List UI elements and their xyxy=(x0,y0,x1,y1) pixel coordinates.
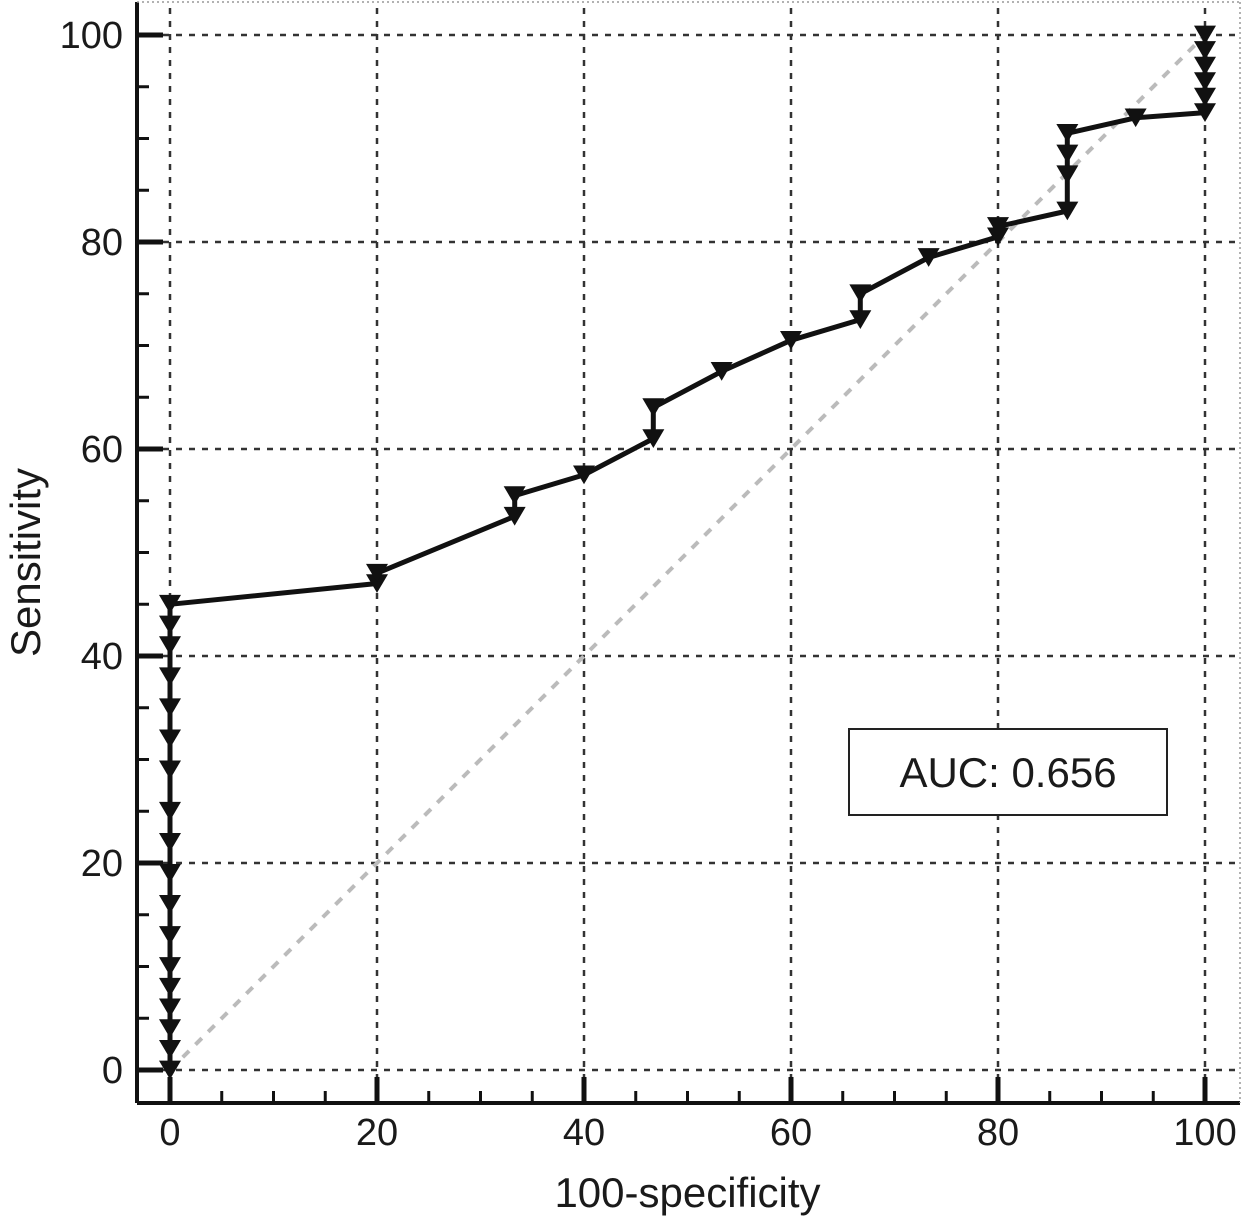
roc-point-marker xyxy=(159,832,181,852)
y-tick-label: 80 xyxy=(81,222,123,264)
reference-line xyxy=(168,33,1207,1072)
roc-point-marker xyxy=(159,698,181,718)
roc-point-marker xyxy=(1124,108,1147,128)
roc-markers xyxy=(159,25,1216,1080)
x-tick-label: 20 xyxy=(356,1112,398,1154)
x-tick-label: 60 xyxy=(770,1112,812,1154)
roc-point-marker xyxy=(159,1039,181,1059)
roc-point-marker xyxy=(573,465,595,485)
roc-point-marker xyxy=(1194,103,1216,122)
grid-lines xyxy=(137,8,1238,1103)
y-axis-label: Sensitivity xyxy=(2,468,49,657)
roc-point-marker xyxy=(1056,165,1079,185)
roc-point-marker xyxy=(159,864,181,883)
x-tick-label: 100 xyxy=(1173,1112,1236,1154)
y-tick-label: 100 xyxy=(60,15,123,57)
auc-value: AUC: 0.656 xyxy=(899,749,1116,796)
roc-point-marker xyxy=(849,284,872,304)
roc-point-marker xyxy=(159,729,181,749)
roc-point-marker xyxy=(987,227,1009,247)
roc-point-marker xyxy=(987,217,1009,236)
roc-point-marker xyxy=(159,1019,181,1038)
roc-point-marker xyxy=(1056,201,1079,221)
roc-point-marker xyxy=(159,594,181,614)
roc-point-marker xyxy=(159,667,181,687)
roc-point-marker xyxy=(642,429,665,448)
y-tick-label: 40 xyxy=(81,636,123,678)
roc-point-marker xyxy=(1194,41,1216,60)
roc-point-marker xyxy=(1056,144,1079,164)
roc-point-marker xyxy=(642,398,665,417)
roc-point-marker xyxy=(1194,72,1216,91)
roc-point-marker xyxy=(503,486,526,505)
tick-labels: 0 20 40 60 80 100 0 20 40 60 80 100 xyxy=(60,15,1237,1154)
roc-point-marker xyxy=(159,998,181,1018)
auc-annotation: AUC: 0.656 xyxy=(848,728,1168,816)
roc-point-marker xyxy=(1194,56,1216,76)
x-tick-label: 80 xyxy=(977,1112,1019,1154)
roc-point-marker xyxy=(159,977,181,997)
y-tick-label: 60 xyxy=(81,429,123,471)
roc-point-marker xyxy=(1056,123,1079,143)
roc-point-marker xyxy=(159,636,181,655)
roc-point-marker xyxy=(159,895,181,914)
reference-diagonal xyxy=(168,33,1207,1072)
tick-marks xyxy=(137,32,1208,1103)
x-tick-label: 0 xyxy=(159,1112,180,1154)
roc-point-marker xyxy=(159,957,181,976)
roc-point-marker xyxy=(159,760,181,780)
roc-point-marker xyxy=(366,574,388,593)
roc-point-marker xyxy=(710,362,733,381)
roc-point-marker xyxy=(503,506,526,526)
roc-point-marker xyxy=(159,615,181,635)
roc-point-marker xyxy=(917,248,940,267)
roc-point-marker xyxy=(849,310,872,329)
auc-box-border xyxy=(848,728,1168,816)
x-axis-label: 100-specificity xyxy=(554,1169,820,1216)
roc-point-marker xyxy=(366,563,388,583)
y-tick-label: 0 xyxy=(102,1050,123,1092)
roc-point-marker xyxy=(1194,25,1216,45)
x-tick-label: 40 xyxy=(563,1112,605,1154)
roc-point-marker xyxy=(1194,87,1216,107)
roc-point-marker xyxy=(159,1060,181,1080)
roc-point-marker xyxy=(159,801,181,821)
roc-point-marker xyxy=(159,926,181,945)
roc-point-marker xyxy=(780,330,802,350)
y-tick-label: 20 xyxy=(81,843,123,885)
